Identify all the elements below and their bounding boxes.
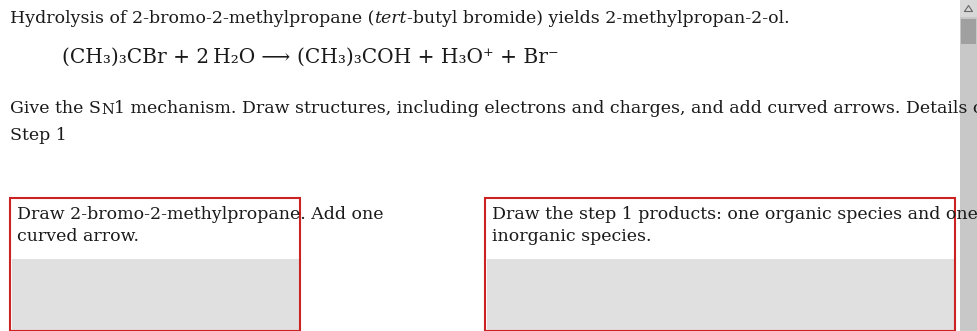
Text: ⟶: ⟶ <box>255 48 297 67</box>
Bar <box>12 259 299 331</box>
Bar <box>485 198 955 331</box>
Text: (CH₃)₃COH + H₃O⁺ + Br⁻: (CH₃)₃COH + H₃O⁺ + Br⁻ <box>297 48 559 67</box>
Text: inorganic species.: inorganic species. <box>492 228 652 245</box>
Bar <box>960 0 977 331</box>
Text: Draw 2-bromo-2-methylpropane. Add one: Draw 2-bromo-2-methylpropane. Add one <box>17 206 384 223</box>
Text: curved arrow.: curved arrow. <box>17 228 139 245</box>
Bar <box>960 0 977 17</box>
Bar <box>10 198 300 331</box>
Text: Hydrolysis of 2-bromo-2-methylpropane (: Hydrolysis of 2-bromo-2-methylpropane ( <box>10 10 374 27</box>
Text: tert: tert <box>374 10 406 27</box>
Bar <box>961 19 976 44</box>
Bar <box>487 259 954 331</box>
Text: Step 1: Step 1 <box>10 127 66 144</box>
Text: Give the S: Give the S <box>10 100 101 117</box>
Text: 1 mechanism. Draw structures, including electrons and charges, and add curved ar: 1 mechanism. Draw structures, including … <box>113 100 977 117</box>
Text: -butyl bromide) yields 2-methylpropan-2-ol.: -butyl bromide) yields 2-methylpropan-2-… <box>406 10 789 27</box>
Bar <box>485 198 955 331</box>
Text: Draw the step 1 products: one organic species and one: Draw the step 1 products: one organic sp… <box>492 206 977 223</box>
Bar <box>10 198 300 331</box>
Text: N: N <box>101 103 113 117</box>
Text: (CH₃)₃CBr + 2 H₂O: (CH₃)₃CBr + 2 H₂O <box>62 48 255 67</box>
